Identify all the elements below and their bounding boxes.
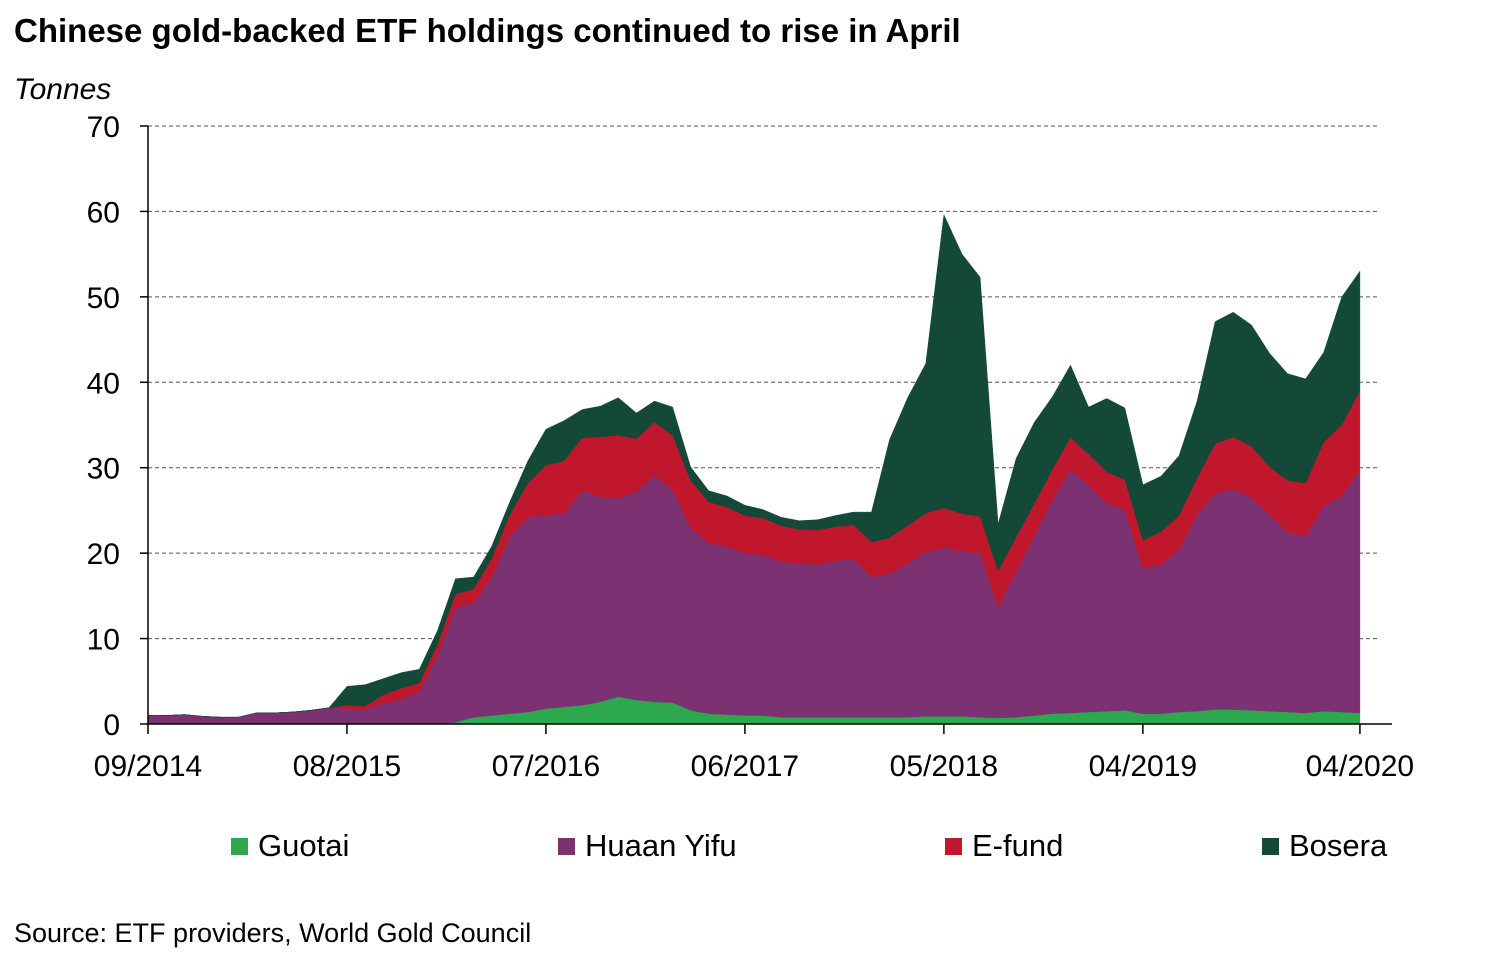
legend-swatch-huaan-yifu xyxy=(558,837,575,855)
legend-swatch-e-fund xyxy=(945,837,962,855)
tick-labels: 0 10 20 30 40 50 60 70 09/2014 08/2015 07/2016 06/2… xyxy=(87,111,1415,783)
y-tick-label: 60 xyxy=(87,196,120,229)
y-tick-label: 10 xyxy=(87,624,120,657)
legend-item-huaan-yifu: Huaan Yifu xyxy=(558,828,737,864)
y-tick-label: 70 xyxy=(87,111,120,144)
legend-label-guotai: Guotai xyxy=(258,828,350,863)
source-note: Source: ETF providers, World Gold Counci… xyxy=(14,918,532,948)
x-tick-label: 05/2018 xyxy=(890,750,998,783)
chart-title: Chinese gold-backed ETF holdings continu… xyxy=(14,12,961,49)
y-tick-label: 50 xyxy=(87,282,120,315)
legend: Guotai Huaan Yifu E-fund Bosera xyxy=(0,828,1485,868)
y-axis-unit-label: Tonnes xyxy=(14,73,112,106)
legend-label-bosera: Bosera xyxy=(1289,828,1388,863)
y-tick-label: 30 xyxy=(87,453,120,486)
legend-item-bosera: Bosera xyxy=(1262,828,1387,864)
x-tick-label: 06/2017 xyxy=(691,750,799,783)
series-areas xyxy=(147,213,1361,725)
stacked-area-chart: 0 10 20 30 40 50 60 70 09/2014 08/2015 07/2016 06/2… xyxy=(87,111,1415,783)
y-tick-label: 40 xyxy=(87,367,120,400)
y-tick-label: 20 xyxy=(87,538,120,571)
legend-label-e-fund: E-fund xyxy=(972,828,1064,863)
legend-item-guotai: Guotai xyxy=(231,828,349,864)
area-bosera xyxy=(148,213,1361,718)
x-tick-label: 08/2015 xyxy=(293,750,401,783)
x-tick-label: 04/2019 xyxy=(1089,750,1197,783)
x-tick-label: 07/2016 xyxy=(492,750,600,783)
axes xyxy=(140,125,1392,734)
legend-swatch-guotai xyxy=(231,837,248,855)
legend-swatch-bosera xyxy=(1262,837,1279,855)
y-tick-label: 0 xyxy=(103,709,120,742)
x-tick-label: 09/2014 xyxy=(94,750,202,783)
legend-label-huaan-yifu: Huaan Yifu xyxy=(585,828,737,863)
x-tick-label: 04/2020 xyxy=(1306,750,1414,783)
legend-item-e-fund: E-fund xyxy=(945,828,1063,864)
